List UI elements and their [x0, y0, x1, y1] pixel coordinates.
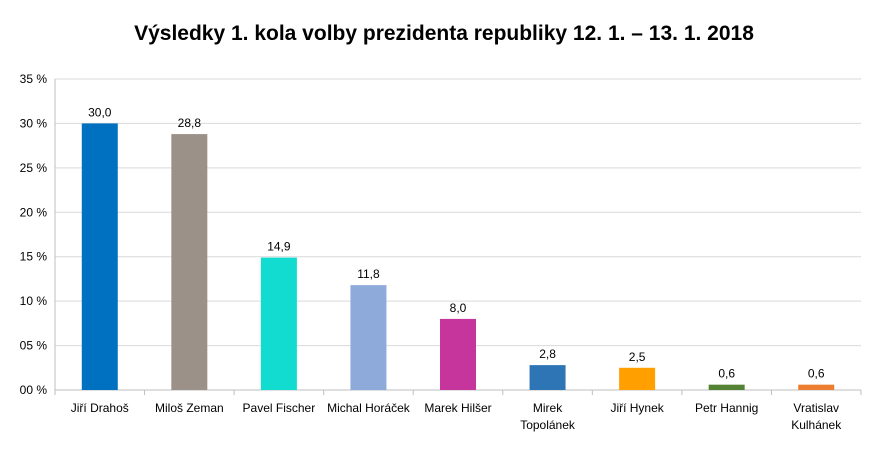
x-tick-label: Mirek Topolánek — [520, 401, 576, 432]
y-tick-label: 15 % — [20, 250, 48, 264]
x-tick-label: Jiří Drahoš — [71, 401, 129, 415]
data-label: 2,8 — [539, 347, 556, 361]
data-label: 8,0 — [450, 301, 467, 315]
x-tick-label: Michal Horáček — [327, 401, 411, 415]
data-label: 0,6 — [808, 367, 825, 381]
data-label: 11,8 — [357, 267, 380, 281]
x-tick-label: Petr Hannig — [695, 401, 758, 415]
y-tick-label: 20 % — [20, 205, 48, 219]
x-tick-label: Pavel Fischer — [243, 401, 316, 415]
bars — [81, 123, 835, 390]
bar — [260, 257, 297, 390]
bar — [81, 123, 118, 390]
labels: 00 % 05 % 10 % 15 % 20 % 25 % 30 % 35 % 30,0 Jiří… — [20, 72, 843, 432]
y-tick-label: 30 % — [20, 116, 48, 130]
bar — [350, 285, 387, 390]
bar — [619, 367, 656, 390]
data-label: 2,5 — [629, 350, 646, 364]
y-tick-label: 10 % — [20, 294, 48, 308]
data-label: 0,6 — [718, 367, 735, 381]
x-tick-label: Marek Hilšer — [424, 401, 491, 415]
chart-title: Výsledky 1. kola volby prezidenta republ… — [134, 22, 754, 45]
bar — [440, 318, 476, 390]
data-label: 14,9 — [267, 240, 291, 254]
y-tick-label: 35 % — [20, 72, 48, 86]
x-tick-label: Miloš Zeman — [155, 401, 224, 415]
bar — [529, 365, 566, 390]
x-tick-label: Jiří Hynek — [610, 401, 664, 415]
y-tick-label: 05 % — [20, 339, 48, 353]
data-label: 28,8 — [178, 116, 202, 130]
data-label: 30,0 — [88, 105, 112, 119]
y-tick-label: 25 % — [20, 161, 48, 175]
bar — [798, 384, 835, 390]
x-tick-label: Vratislav Kulhánek — [791, 401, 842, 432]
y-tick-label: 00 % — [20, 383, 48, 397]
bar — [171, 134, 208, 390]
bar — [708, 384, 745, 390]
